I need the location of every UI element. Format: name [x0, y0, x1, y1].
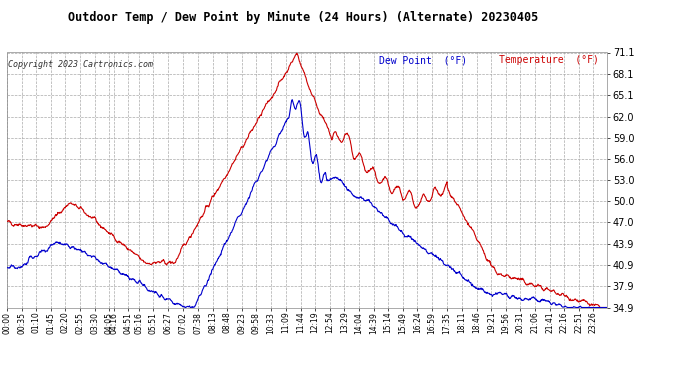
Text: Copyright 2023 Cartronics.com: Copyright 2023 Cartronics.com	[8, 60, 153, 69]
Text: Outdoor Temp / Dew Point by Minute (24 Hours) (Alternate) 20230405: Outdoor Temp / Dew Point by Minute (24 H…	[68, 11, 539, 24]
Text: Temperature  (°F): Temperature (°F)	[499, 55, 599, 65]
Text: Dew Point  (°F): Dew Point (°F)	[379, 55, 467, 65]
